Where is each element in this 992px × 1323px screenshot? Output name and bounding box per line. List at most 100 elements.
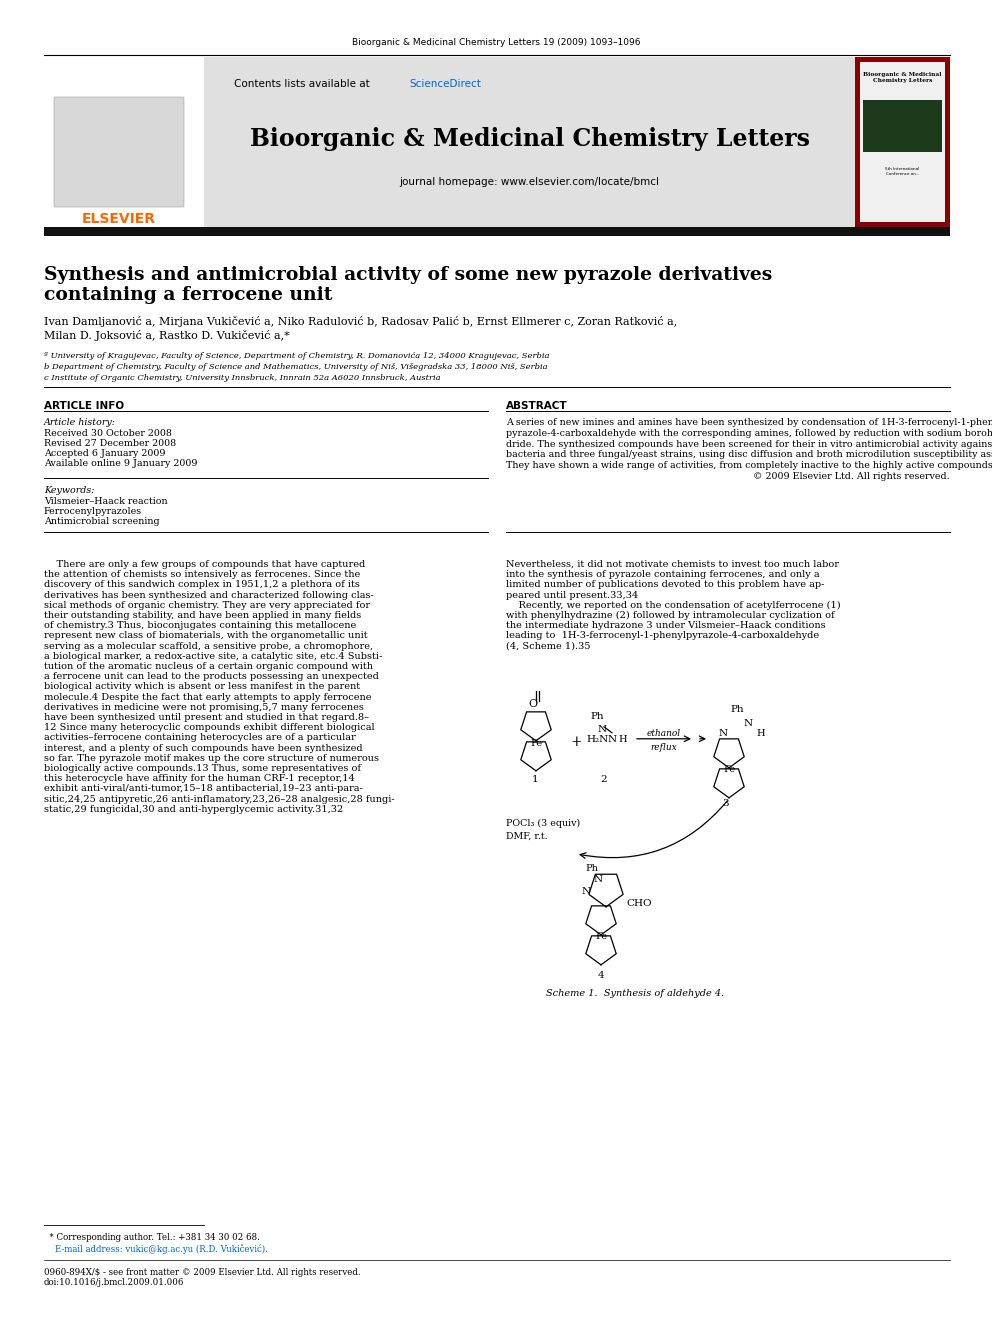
Text: ELSEVIER: ELSEVIER bbox=[82, 212, 156, 226]
Text: the attention of chemists so intensively as ferrocenes. Since the: the attention of chemists so intensively… bbox=[44, 570, 360, 579]
Text: Nevertheless, it did not motivate chemists to invest too much labor: Nevertheless, it did not motivate chemis… bbox=[506, 560, 839, 569]
Text: reflux: reflux bbox=[651, 742, 678, 751]
Text: There are only a few groups of compounds that have captured: There are only a few groups of compounds… bbox=[44, 560, 365, 569]
Text: 5th International
Conference on...: 5th International Conference on... bbox=[886, 167, 920, 176]
Bar bbox=[54, 97, 184, 206]
Text: a ferrocene unit can lead to the products possessing an unexpected: a ferrocene unit can lead to the product… bbox=[44, 672, 379, 681]
Text: DMF, r.t.: DMF, r.t. bbox=[506, 832, 548, 841]
Text: derivatives in medicine were not promising,5,7 many ferrocenes: derivatives in medicine were not promisi… bbox=[44, 703, 364, 712]
Text: E-mail address: vukic@kg.ac.yu (R.D. Vukičević).: E-mail address: vukic@kg.ac.yu (R.D. Vuk… bbox=[44, 1244, 268, 1254]
Text: ARTICLE INFO: ARTICLE INFO bbox=[44, 401, 124, 411]
Bar bbox=[863, 101, 942, 152]
Text: Ph: Ph bbox=[730, 705, 744, 714]
Text: © 2009 Elsevier Ltd. All rights reserved.: © 2009 Elsevier Ltd. All rights reserved… bbox=[753, 472, 950, 482]
Text: N: N bbox=[744, 718, 753, 728]
Text: have been synthesized until present and studied in that regard.8–: have been synthesized until present and … bbox=[44, 713, 369, 722]
Bar bbox=[855, 57, 950, 228]
Bar bbox=[204, 57, 855, 228]
Text: the intermediate hydrazone 3 under Vilsmeier–Haack conditions: the intermediate hydrazone 3 under Vilsm… bbox=[506, 622, 825, 630]
Text: b Department of Chemistry, Faculty of Science and Mathematics, University of Niš: b Department of Chemistry, Faculty of Sc… bbox=[44, 363, 548, 370]
Text: N: N bbox=[594, 875, 603, 884]
Text: Recently, we reported on the condensation of acetylferrocene (1): Recently, we reported on the condensatio… bbox=[506, 601, 840, 610]
Text: of chemistry.3 Thus, bioconjugates containing this metallocene: of chemistry.3 Thus, bioconjugates conta… bbox=[44, 622, 356, 630]
Text: represent new class of biomaterials, with the organometallic unit: represent new class of biomaterials, wit… bbox=[44, 631, 368, 640]
Text: biologically active compounds.13 Thus, some representatives of: biologically active compounds.13 Thus, s… bbox=[44, 763, 361, 773]
Text: Ferrocenylpyrazoles: Ferrocenylpyrazoles bbox=[44, 507, 142, 516]
Text: CHO: CHO bbox=[626, 898, 652, 908]
Text: this heterocycle have affinity for the human CRF-1 receptor,14: this heterocycle have affinity for the h… bbox=[44, 774, 355, 783]
Text: tution of the aromatic nucleus of a certain organic compound with: tution of the aromatic nucleus of a cert… bbox=[44, 662, 373, 671]
Text: molecule.4 Despite the fact that early attempts to apply ferrocene: molecule.4 Despite the fact that early a… bbox=[44, 693, 371, 701]
Bar bbox=[44, 57, 204, 228]
Text: (4, Scheme 1).35: (4, Scheme 1).35 bbox=[506, 642, 590, 651]
Text: biological activity which is absent or less manifest in the parent: biological activity which is absent or l… bbox=[44, 683, 360, 692]
Text: 1: 1 bbox=[532, 775, 539, 783]
Bar bbox=[44, 228, 950, 235]
Text: Bioorganic & Medicinal Chemistry Letters: Bioorganic & Medicinal Chemistry Letters bbox=[250, 127, 809, 151]
Text: 3: 3 bbox=[722, 799, 729, 808]
Text: discovery of this sandwich complex in 1951,1,2 a plethora of its: discovery of this sandwich complex in 19… bbox=[44, 581, 360, 590]
Text: POCl₃ (3 equiv): POCl₃ (3 equiv) bbox=[506, 819, 580, 828]
Text: dride. The synthesized compounds have been screened for their in vitro antimicro: dride. The synthesized compounds have be… bbox=[506, 439, 992, 448]
Text: doi:10.1016/j.bmcl.2009.01.006: doi:10.1016/j.bmcl.2009.01.006 bbox=[44, 1278, 185, 1287]
Text: Antimicrobial screening: Antimicrobial screening bbox=[44, 517, 160, 527]
Text: N: N bbox=[582, 886, 591, 896]
Text: leading to  1H-3-ferrocenyl-1-phenylpyrazole-4-carboxaldehyde: leading to 1H-3-ferrocenyl-1-phenylpyraz… bbox=[506, 631, 819, 640]
Text: sical methods of organic chemistry. They are very appreciated for: sical methods of organic chemistry. They… bbox=[44, 601, 370, 610]
Text: interest, and a plenty of such compounds have been synthesized: interest, and a plenty of such compounds… bbox=[44, 744, 363, 753]
Text: ethanol: ethanol bbox=[647, 729, 682, 738]
Text: Fe: Fe bbox=[530, 738, 542, 747]
Text: into the synthesis of pyrazole containing ferrocenes, and only a: into the synthesis of pyrazole containin… bbox=[506, 570, 819, 579]
Text: bacteria and three fungal/yeast strains, using disc diffusion and broth microdil: bacteria and three fungal/yeast strains,… bbox=[506, 450, 992, 459]
Text: so far. The pyrazole motif makes up the core structure of numerous: so far. The pyrazole motif makes up the … bbox=[44, 754, 379, 763]
Text: exhibit anti-viral/anti-tumor,15–18 antibacterial,19–23 anti-para-: exhibit anti-viral/anti-tumor,15–18 anti… bbox=[44, 785, 363, 794]
Text: Scheme 1.  Synthesis of aldehyde 4.: Scheme 1. Synthesis of aldehyde 4. bbox=[546, 988, 724, 998]
Text: Fe: Fe bbox=[723, 765, 735, 774]
Text: Received 30 October 2008: Received 30 October 2008 bbox=[44, 429, 172, 438]
Text: limited number of publications devoted to this problem have ap-: limited number of publications devoted t… bbox=[506, 581, 824, 590]
Text: A series of new imines and amines have been synthesized by condensation of 1H-3-: A series of new imines and amines have b… bbox=[506, 418, 992, 427]
Text: N: N bbox=[608, 734, 617, 744]
Text: Ivan Damljanović a, Mirjana Vukičević a, Niko Radulović b, Radosav Palić b, Erns: Ivan Damljanović a, Mirjana Vukičević a,… bbox=[44, 316, 678, 327]
Text: Synthesis and antimicrobial activity of some new pyrazole derivatives: Synthesis and antimicrobial activity of … bbox=[44, 266, 772, 284]
Text: Vilsmeier–Haack reaction: Vilsmeier–Haack reaction bbox=[44, 497, 168, 505]
Text: activities–ferrocene containing heterocycles are of a particular: activities–ferrocene containing heterocy… bbox=[44, 733, 356, 742]
Text: ABSTRACT: ABSTRACT bbox=[506, 401, 567, 411]
Text: H: H bbox=[756, 729, 765, 738]
Text: peared until present.33,34: peared until present.33,34 bbox=[506, 590, 638, 599]
Text: derivatives has been synthesized and characterized following clas-: derivatives has been synthesized and cha… bbox=[44, 590, 374, 599]
Text: containing a ferrocene unit: containing a ferrocene unit bbox=[44, 286, 332, 304]
Text: ª University of Kragujevac, Faculty of Science, Department of Chemistry, R. Doma: ª University of Kragujevac, Faculty of S… bbox=[44, 352, 550, 360]
Text: with phenylhydrazine (2) followed by intramolecular cyclization of: with phenylhydrazine (2) followed by int… bbox=[506, 611, 834, 620]
Text: 4: 4 bbox=[598, 971, 605, 980]
Text: Revised 27 December 2008: Revised 27 December 2008 bbox=[44, 439, 177, 448]
Text: They have shown a wide range of activities, from completely inactive to the high: They have shown a wide range of activiti… bbox=[506, 462, 992, 470]
Text: Article history:: Article history: bbox=[44, 418, 116, 427]
Text: Bioorganic & Medicinal
Chemistry Letters: Bioorganic & Medicinal Chemistry Letters bbox=[863, 71, 941, 83]
Text: 0960-894X/$ - see front matter © 2009 Elsevier Ltd. All rights reserved.: 0960-894X/$ - see front matter © 2009 El… bbox=[44, 1267, 361, 1277]
Text: 2: 2 bbox=[600, 775, 607, 783]
Text: Accepted 6 January 2009: Accepted 6 January 2009 bbox=[44, 448, 166, 458]
Text: pyrazole-4-carboxaldehyde with the corresponding amines, followed by reduction w: pyrazole-4-carboxaldehyde with the corre… bbox=[506, 429, 992, 438]
Text: c Institute of Organic Chemistry, University Innsbruck, Innrain 52a A6020 Innsbr: c Institute of Organic Chemistry, Univer… bbox=[44, 374, 440, 382]
Text: +: + bbox=[571, 734, 582, 749]
Text: Available online 9 January 2009: Available online 9 January 2009 bbox=[44, 459, 197, 468]
Bar bbox=[860, 62, 945, 222]
Text: journal homepage: www.elsevier.com/locate/bmcl: journal homepage: www.elsevier.com/locat… bbox=[400, 177, 660, 187]
Text: Ph: Ph bbox=[585, 864, 598, 873]
Text: Fe: Fe bbox=[595, 931, 607, 941]
Text: sitic,24,25 antipyretic,26 anti-inflamatory,23,26–28 analgesic,28 fungi-: sitic,24,25 antipyretic,26 anti-inflamat… bbox=[44, 795, 395, 803]
Text: a biological marker, a redox-active site, a catalytic site, etc.4 Substi-: a biological marker, a redox-active site… bbox=[44, 652, 382, 660]
Text: N: N bbox=[719, 729, 728, 738]
Text: ScienceDirect: ScienceDirect bbox=[409, 79, 481, 89]
Text: * Corresponding author. Tel.: +381 34 30 02 68.: * Corresponding author. Tel.: +381 34 30… bbox=[44, 1233, 260, 1242]
Text: 12 Since many heterocyclic compounds exhibit different biological: 12 Since many heterocyclic compounds exh… bbox=[44, 724, 375, 732]
Text: Ph: Ph bbox=[590, 712, 603, 721]
Text: their outstanding stability, and have been applied in many fields: their outstanding stability, and have be… bbox=[44, 611, 361, 620]
Text: Contents lists available at: Contents lists available at bbox=[234, 79, 373, 89]
Text: Milan D. Joksović a, Rastko D. Vukičević a,*: Milan D. Joksović a, Rastko D. Vukičević… bbox=[44, 329, 290, 341]
Text: Bioorganic & Medicinal Chemistry Letters 19 (2009) 1093–1096: Bioorganic & Medicinal Chemistry Letters… bbox=[352, 38, 640, 48]
Text: H: H bbox=[618, 734, 627, 744]
Text: O: O bbox=[528, 699, 537, 709]
Text: Keywords:: Keywords: bbox=[44, 486, 94, 495]
